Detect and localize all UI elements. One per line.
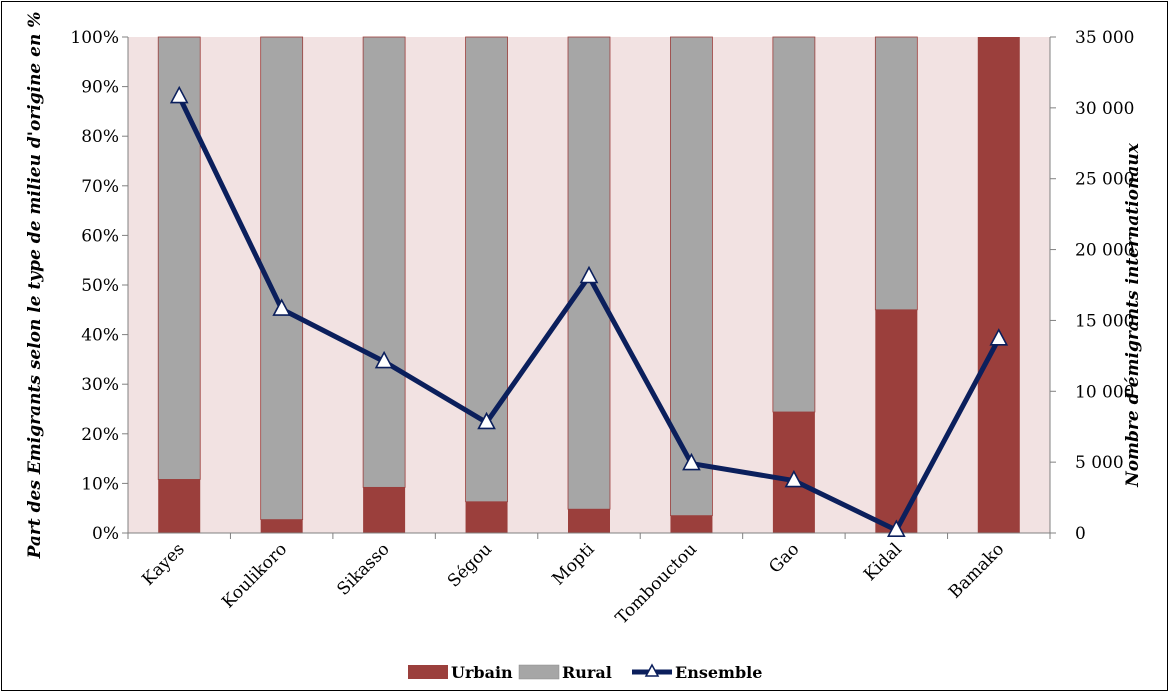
- y-right-tick-label-5: 25 000: [1075, 170, 1134, 190]
- bars-layer: [157, 36, 1020, 533]
- x-tick-label-4: Mopti: [548, 539, 598, 589]
- point-ensemble-3: [477, 411, 496, 430]
- point-ensemble-6: [784, 469, 804, 488]
- line-layer: [169, 85, 1009, 537]
- y-right-tick-label-6: 30 000: [1075, 99, 1134, 119]
- y-left-tick-label-1: 10%: [81, 474, 119, 494]
- y-left-tick-label-7: 70%: [81, 177, 119, 197]
- legend-swatch-rural: [518, 664, 560, 680]
- y-axis-right-title: Nombre d'émigrants internationaux: [1123, 142, 1143, 488]
- point-ensemble-2: [374, 350, 394, 369]
- bar-rural-2: [362, 36, 406, 488]
- bar-rural-7: [874, 36, 918, 311]
- bar-urbain-8: [977, 37, 1020, 533]
- x-tick-label-2: Sikasso: [333, 539, 393, 599]
- point-ensemble-8: [989, 328, 1009, 346]
- y-left-tick-label-3: 30%: [81, 375, 119, 395]
- x-tick-label-3: Ségou: [444, 539, 496, 591]
- bar-rural-5: [670, 36, 713, 517]
- y-axis-left-title: Part des Emigrants selon le type de mili…: [25, 12, 45, 560]
- bar-rural-6: [772, 36, 816, 413]
- y-right-tick-label-0: 0: [1075, 524, 1086, 544]
- y-left-tick-label-6: 60%: [81, 226, 119, 246]
- legend-marker-ensemble: [644, 663, 660, 677]
- legend-label-urbain: Urbain: [451, 663, 513, 682]
- y-right-tick-label-1: 5 000: [1075, 453, 1124, 473]
- x-tick-label-1: Koulikoro: [218, 539, 291, 612]
- bar-urbain-5: [670, 515, 713, 533]
- point-ensemble-0: [169, 85, 189, 104]
- x-tick-label-5: Tombouctou: [612, 539, 701, 628]
- legend-label-rural: Rural: [562, 663, 612, 682]
- x-tick-label-8: Bamako: [945, 539, 1008, 602]
- y-left-tick-label-2: 20%: [81, 425, 119, 445]
- y-left-tick-label-9: 90%: [81, 78, 119, 98]
- bar-urbain-3: [465, 501, 508, 533]
- y-right-tick-label-4: 20 000: [1075, 241, 1134, 261]
- point-ensemble-7: [886, 519, 906, 537]
- bar-urbain-4: [568, 509, 610, 533]
- x-tick-label-0: Kayes: [138, 539, 188, 589]
- legend-swatch-urbain: [408, 665, 448, 679]
- y-left-tick-label-10: 100%: [70, 28, 119, 48]
- bar-urbain-2: [363, 487, 406, 533]
- bar-urbain-0: [158, 479, 201, 533]
- bar-rural-0: [157, 36, 201, 480]
- point-ensemble-5: [682, 452, 701, 471]
- y-left-tick-label-8: 80%: [81, 127, 119, 147]
- y-left-tick-label-0: 0%: [92, 524, 119, 544]
- y-right-tick-label-3: 15 000: [1075, 311, 1134, 331]
- point-ensemble-1: [272, 298, 291, 316]
- x-tick-label-6: Gao: [765, 539, 803, 577]
- bar-urbain-1: [260, 519, 303, 533]
- bar-rural-3: [465, 36, 508, 503]
- bar-urbain-7: [875, 309, 918, 533]
- y-right-tick-label-7: 35 000: [1075, 28, 1134, 48]
- point-ensemble-4: [579, 265, 599, 284]
- y-right-tick-label-2: 10 000: [1075, 382, 1134, 402]
- x-tick-label-7: Kidal: [860, 539, 906, 585]
- y-left-tick-label-5: 50%: [81, 276, 119, 296]
- legend: Urbain Rural Ensemble: [408, 663, 762, 682]
- legend-label-ensemble: Ensemble: [675, 663, 762, 682]
- y-left-tick-label-4: 40%: [81, 326, 119, 346]
